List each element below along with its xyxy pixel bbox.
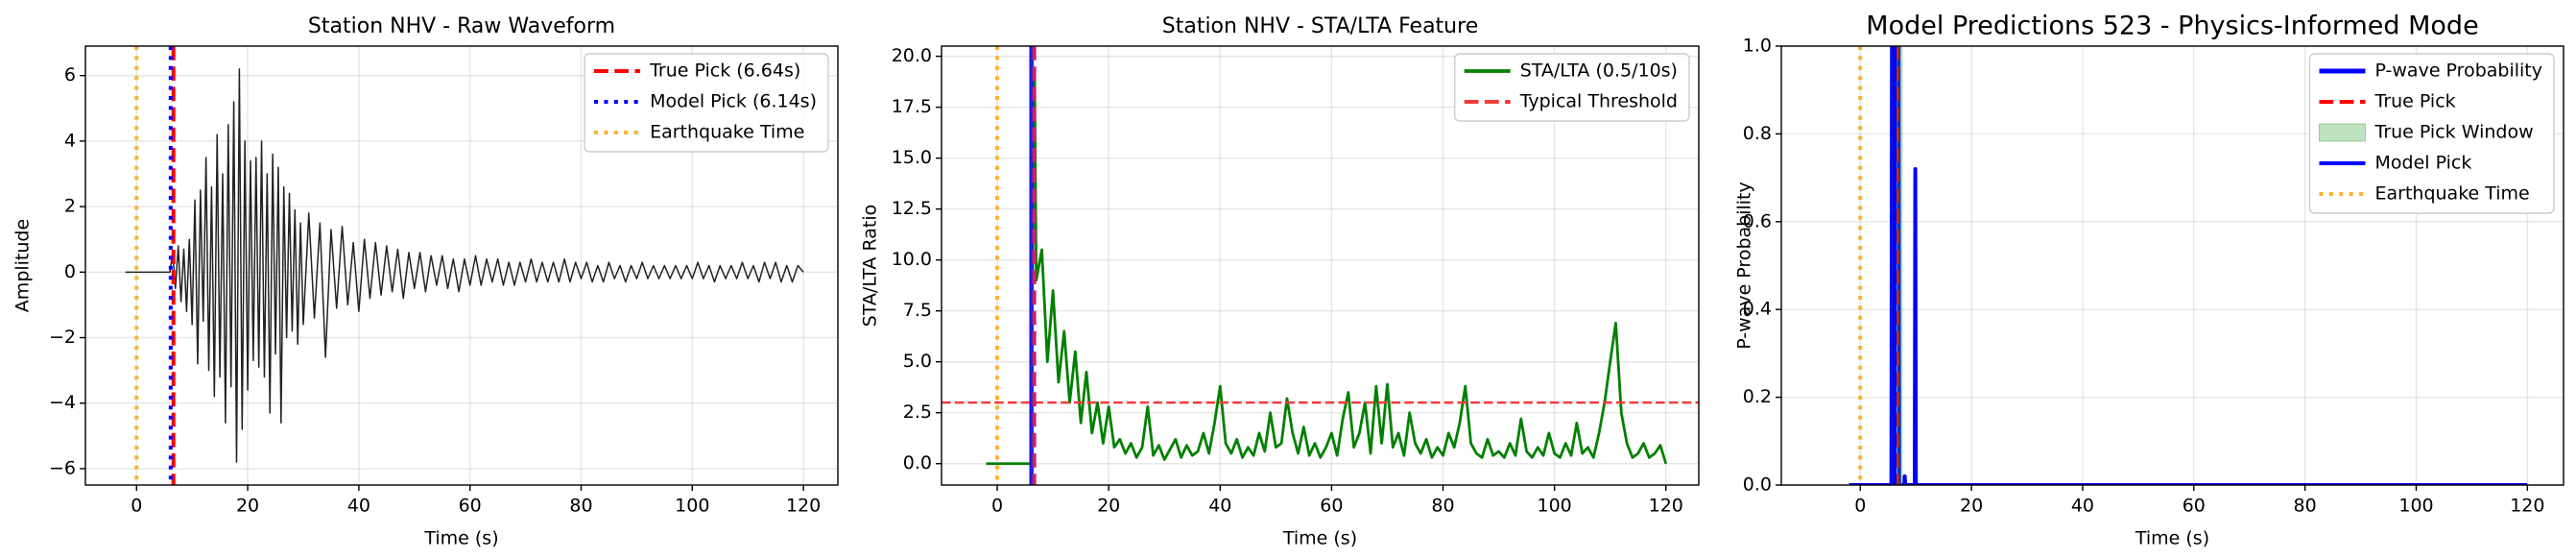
y-axis-label: Amplitude: [12, 219, 34, 312]
x-axis-label: Time (s): [2135, 528, 2209, 549]
x-tick-label: 60: [1320, 496, 1343, 517]
data-line: [1849, 46, 2528, 485]
axes-frame: [84, 45, 839, 486]
y-tick-label: 1.0: [1743, 36, 1772, 57]
y-tick-label: 0.0: [903, 452, 932, 474]
chart-title: Station NHV - STA/LTA Feature: [1162, 14, 1478, 38]
y-tick-label: −2: [49, 327, 76, 348]
y-tick-label: 0.6: [1743, 210, 1772, 231]
window-span: [1891, 46, 1903, 485]
legend-label: True Pick (6.64s): [649, 61, 800, 82]
subplot: 0 20 40 60 80 100 120 −6 −4 −2 0 2 4 6 Station NHV - R…: [12, 14, 839, 549]
x-tick-label: 20: [1960, 496, 1983, 517]
x-tick-label: 80: [1431, 496, 1454, 517]
y-tick-label: −4: [49, 392, 76, 413]
legend-box: [1454, 53, 1690, 122]
legend-label: True Pick Window: [2374, 122, 2534, 143]
x-tick-label: 100: [1537, 496, 1571, 517]
legend-label: Model Pick (6.14s): [650, 91, 817, 112]
x-tick-label: 60: [459, 496, 482, 517]
legend-label: True Pick: [2374, 91, 2456, 112]
x-tick-label: 120: [786, 496, 821, 517]
legend-swatch: [2319, 123, 2366, 142]
legend: P-wave Probability True Pick True Pick Win…: [2308, 53, 2555, 214]
data-line: [986, 69, 1668, 466]
y-tick-label: 0.0: [1743, 474, 1772, 496]
y-tick-label: 5.0: [903, 351, 932, 372]
plot-area: [942, 46, 1699, 485]
y-tick-label: 20.0: [892, 45, 932, 66]
legend: STA/LTA (0.5/10s) Typical Threshold: [1454, 53, 1690, 122]
x-tick-label: 60: [2182, 496, 2206, 517]
y-tick-label: 17.5: [892, 96, 932, 117]
x-tick-label: 20: [236, 496, 259, 517]
x-tick-label: 40: [1208, 496, 1231, 517]
subplot: 0 20 40 60 80 100 120 0.0 2.5 5.0 7.5 10.0 12.5 15.0 1…: [860, 14, 1700, 549]
y-tick-label: 6: [64, 64, 76, 85]
legend: True Pick (6.64s) Model Pick (6.14s) Earth…: [584, 53, 829, 153]
y-tick-label: 10.0: [892, 249, 932, 270]
x-axis-label: Time (s): [1282, 528, 1357, 549]
x-tick-label: 120: [2510, 496, 2544, 517]
y-tick-label: 15.0: [892, 147, 932, 168]
x-tick-label: 0: [991, 496, 1003, 517]
y-tick-label: 2.5: [903, 401, 932, 423]
x-tick-label: 0: [1854, 496, 1866, 517]
subplot: 0 20 40 60 80 100 120 0.0 0.2 0.4 0.6 0.8 1.0 Model P…: [1734, 12, 2564, 549]
chart-title: Model Predictions 523 - Physics-Informed…: [1866, 12, 2478, 41]
legend-label: STA/LTA (0.5/10s): [1520, 61, 1678, 82]
y-axis-label: STA/LTA Ratio: [860, 205, 881, 328]
x-tick-label: 80: [569, 496, 592, 517]
y-tick-label: 2: [64, 196, 76, 217]
y-tick-label: 0: [64, 261, 76, 282]
y-tick-label: 0.2: [1743, 386, 1772, 407]
x-tick-label: 40: [347, 496, 370, 517]
data-line: [125, 68, 804, 463]
y-tick-label: 0.8: [1743, 123, 1772, 144]
legend-box: [2308, 53, 2555, 214]
x-tick-label: 20: [1097, 496, 1120, 517]
legend-label: Earthquake Time: [2375, 183, 2530, 205]
x-tick-label: 100: [2398, 496, 2433, 517]
axes-frame: [1780, 45, 2564, 486]
y-tick-label: 4: [64, 130, 76, 151]
chart-title: Station NHV - Raw Waveform: [308, 14, 615, 38]
x-tick-label: 0: [131, 496, 142, 517]
y-tick-label: 12.5: [892, 198, 932, 219]
legend-box: [584, 53, 829, 153]
plot-area: [1849, 46, 2528, 485]
legend-label: Model Pick: [2375, 153, 2472, 174]
x-tick-label: 80: [2294, 496, 2317, 517]
legend-label: P-wave Probability: [2375, 61, 2543, 82]
y-tick-label: −6: [49, 457, 76, 478]
x-tick-label: 40: [2071, 496, 2094, 517]
plot-area: [125, 46, 804, 485]
x-tick-label: 120: [1649, 496, 1683, 517]
y-tick-label: 0.4: [1743, 299, 1772, 320]
x-tick-label: 100: [675, 496, 709, 517]
y-tick-label: 7.5: [903, 300, 932, 321]
axes-frame: [941, 45, 1700, 486]
y-axis-label: P-wave Probability: [1734, 182, 1755, 350]
x-axis-label: Time (s): [423, 528, 498, 549]
legend-label: Typical Threshold: [1519, 91, 1678, 112]
legend-label: Earthquake Time: [650, 122, 804, 143]
